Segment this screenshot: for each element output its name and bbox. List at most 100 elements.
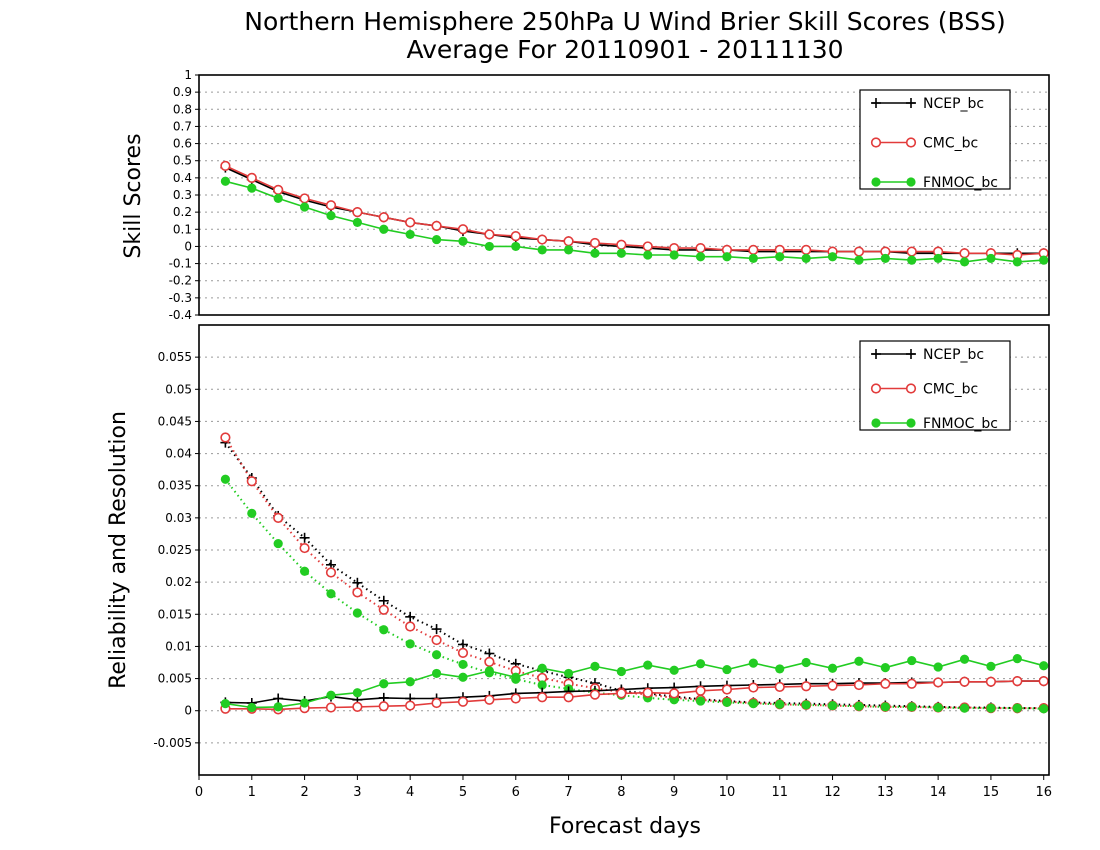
- legend-box: [859, 340, 1011, 431]
- data-point: [484, 229, 495, 240]
- legend-entry-fnmoc-bc: FNMOC_bc: [871, 175, 998, 191]
- data-point: [563, 692, 574, 703]
- data-point: [352, 587, 363, 598]
- x-tick-label: 16: [1035, 785, 1052, 800]
- data-point: [431, 220, 442, 231]
- legend-marker-left: [870, 383, 882, 394]
- data-point: [616, 688, 627, 699]
- data-point: [458, 236, 468, 246]
- data-point: [378, 212, 389, 223]
- data-point: [854, 255, 864, 265]
- legend-entry-cmc-bc: CMC_bc: [870, 382, 978, 398]
- y-tick-label: 0.1: [173, 222, 192, 236]
- data-point: [378, 701, 389, 712]
- plot-frame: [198, 74, 1050, 316]
- data-point: [669, 665, 679, 675]
- data-point: [247, 183, 257, 193]
- data-point: [299, 566, 310, 576]
- y-tick-label: 0.025: [158, 543, 192, 557]
- data-point: [352, 608, 362, 618]
- data-point: [484, 666, 494, 676]
- skill-score-panel: 1 0.9 0.8 0.7 0.6 0.5 0.4 0.3 0.2 0.1 0 -0.1 -0.2 -0.…: [169, 68, 1050, 322]
- legend-label: NCEP_bc: [923, 347, 984, 363]
- data-point: [906, 678, 917, 689]
- y-tick-label: 0.02: [165, 575, 192, 589]
- data-point: [775, 664, 785, 674]
- data-point: [484, 694, 495, 705]
- y-tick-label: 0.055: [158, 350, 192, 364]
- data-point: [827, 252, 838, 262]
- y-tick-label: 0: [184, 239, 192, 253]
- legend-marker-right: [906, 418, 916, 428]
- legend-entry-ncep-bc: NCEP_bc: [871, 347, 984, 363]
- data-point: [854, 656, 864, 666]
- data-point: [379, 224, 389, 234]
- legend: NCEP_bc CMC_bc FNMOC_bc: [859, 89, 1011, 191]
- data-point: [405, 229, 415, 240]
- data-point: [880, 253, 890, 264]
- data-point: [986, 661, 996, 671]
- legend-label: FNMOC_bc: [923, 416, 998, 432]
- data-point: [431, 668, 442, 679]
- data-point: [695, 659, 706, 669]
- y-tick-label: 0.2: [173, 205, 192, 219]
- x-tick-label: 12: [824, 785, 841, 800]
- data-point: [695, 685, 706, 696]
- data-point: [1039, 255, 1049, 265]
- x-tick-label: 2: [300, 785, 308, 800]
- x-tick-label: 5: [459, 785, 467, 800]
- legend-marker-left: [870, 137, 882, 148]
- y-tick-label: 0.04: [165, 447, 192, 461]
- data-point: [326, 589, 336, 599]
- data-point: [906, 246, 917, 257]
- legend-marker-left: [871, 349, 881, 359]
- legend-label: FNMOC_bc: [923, 175, 998, 191]
- data-point: [748, 699, 758, 709]
- data-point: [959, 257, 970, 267]
- legend: NCEP_bc CMC_bc FNMOC_bc: [859, 340, 1011, 432]
- data-point: [590, 248, 600, 258]
- y-tick-label: 0.035: [158, 479, 192, 493]
- data-point: [511, 241, 521, 252]
- data-point: [722, 252, 732, 262]
- y-tick-label: -0.1: [169, 257, 192, 271]
- y-tick-label: 0.8: [173, 102, 192, 116]
- data-point: [959, 676, 970, 687]
- y-tick-label: -0.2: [169, 274, 192, 288]
- data-point: [853, 679, 865, 691]
- legend-label: NCEP_bc: [923, 96, 984, 112]
- y-tick-label: -0.005: [153, 736, 192, 750]
- data-point: [695, 243, 706, 254]
- legend-marker-right: [905, 137, 917, 148]
- data-point: [352, 577, 363, 588]
- y-tick-label: 0.005: [158, 672, 192, 686]
- data-point: [378, 604, 389, 615]
- x-tick-label: 4: [406, 785, 414, 800]
- plot-frame: [198, 324, 1050, 776]
- data-point: [484, 241, 494, 252]
- legend-marker-left: [871, 418, 881, 428]
- data-point: [431, 624, 442, 635]
- data-point: [273, 512, 284, 523]
- x-tick-label: 15: [983, 785, 1000, 800]
- data-point: [669, 688, 680, 699]
- x-tick-label: 9: [670, 785, 678, 800]
- data-point: [880, 678, 891, 689]
- data-point: [273, 193, 283, 204]
- legend-label: CMC_bc: [923, 136, 978, 152]
- legend-marker-left: [871, 177, 881, 187]
- data-point: [537, 245, 547, 255]
- data-point: [510, 693, 521, 704]
- legend-marker-right: [906, 98, 916, 108]
- data-point: [563, 245, 574, 255]
- top-y-axis-label: Skill Scores: [121, 133, 146, 258]
- data-point: [748, 244, 759, 255]
- data-point: [247, 702, 257, 713]
- legend-entry-ncep-bc: NCEP_bc: [871, 96, 984, 112]
- data-point: [405, 700, 416, 711]
- x-tick-label: 6: [512, 785, 520, 800]
- y-tick-label: 0.7: [173, 119, 192, 133]
- data-point: [220, 176, 230, 186]
- data-point: [299, 532, 310, 543]
- reliability-resolution-panel: 0.055 0.05 0.045 0.04 0.035 0.03 0.025 0.02 0.01…: [153, 324, 1052, 800]
